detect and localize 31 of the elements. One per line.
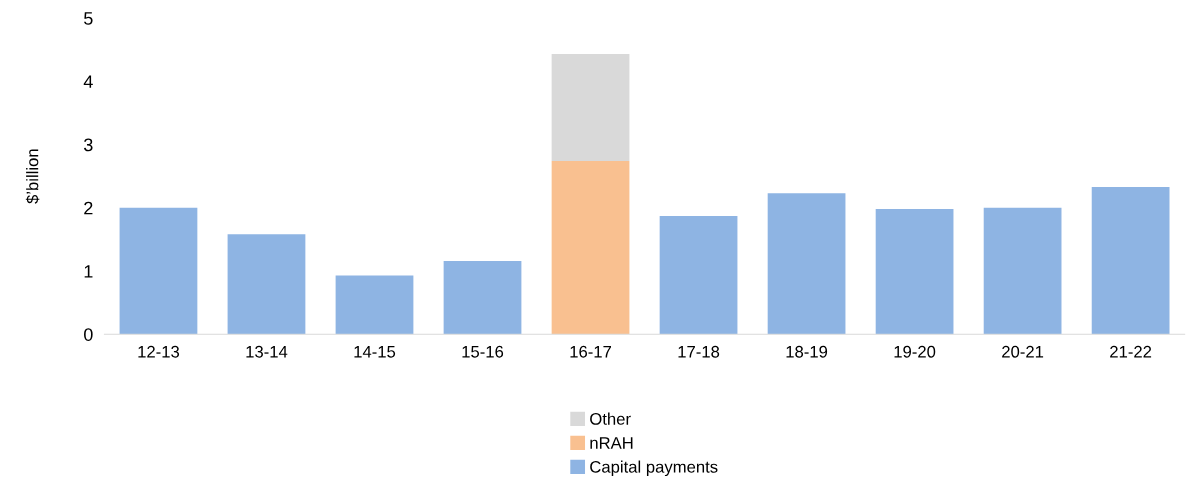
bar: [1091, 186, 1170, 335]
x-tick-label: 20-21: [1002, 345, 1044, 358]
y-axis-title: $’billion: [25, 149, 40, 204]
legend-label: nRAH: [590, 437, 633, 449]
y-tick-label: 1: [84, 265, 93, 278]
x-tick-label: 18-19: [786, 345, 828, 358]
bar: [551, 160, 630, 335]
y-tick-label: 2: [84, 201, 93, 215]
bar: [767, 193, 846, 335]
y-tick-label: 3: [83, 138, 93, 152]
x-tick-label: 13-14: [246, 345, 288, 358]
x-tick-label: 21-22: [1110, 345, 1152, 358]
bar: [119, 207, 198, 335]
y-tick-label: 5: [84, 12, 93, 25]
x-tick-label: 17-18: [678, 345, 720, 358]
x-tick-label: 16-17: [570, 345, 612, 358]
x-tick-label: 15-16: [462, 345, 504, 358]
bar: [659, 216, 738, 335]
y-tick-label: 4: [83, 75, 93, 88]
bar: [335, 275, 414, 335]
x-tick-label: 19-20: [894, 345, 936, 358]
bar: [443, 260, 522, 335]
legend-label: Other: [590, 412, 631, 425]
legend-label: Capital payments: [590, 460, 718, 477]
x-tick-label: 12-13: [138, 345, 180, 358]
x-tick-label: 14-15: [354, 346, 396, 358]
bar: [227, 234, 306, 335]
bar: [875, 209, 954, 335]
bar: [983, 207, 1062, 335]
y-tick-label: 0: [84, 328, 93, 341]
bar: [551, 54, 630, 161]
